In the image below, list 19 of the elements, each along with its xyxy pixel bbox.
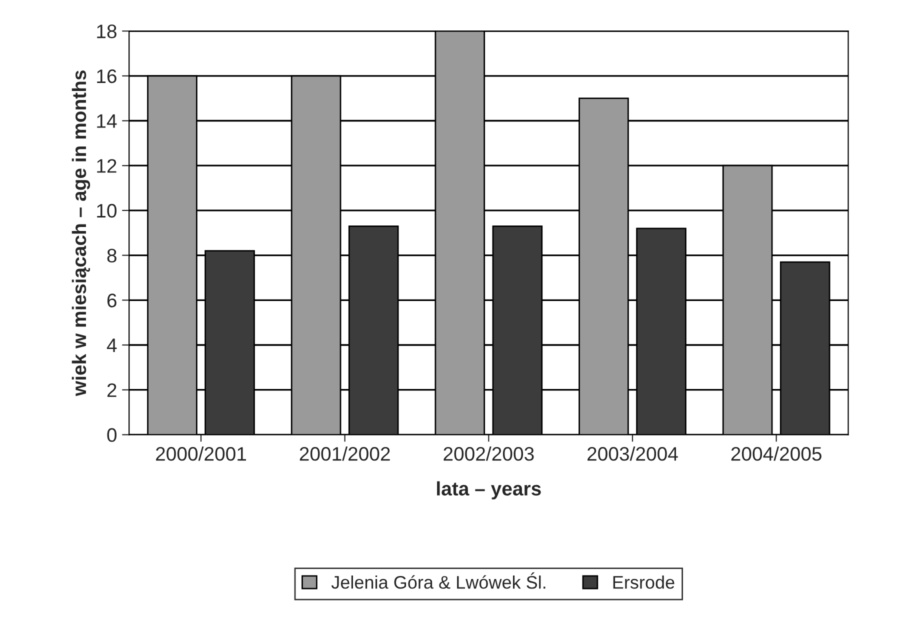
- y-tick-label: 18: [97, 24, 116, 38]
- legend-label: Jelenia Góra & Lwówek Śl.: [331, 572, 546, 589]
- y-tick-label: 8: [107, 248, 116, 263]
- x-tick-label: 2003/2004: [588, 446, 678, 461]
- x-axis-title: lata – years: [437, 481, 541, 500]
- y-tick-label: 16: [97, 69, 116, 84]
- y-tick-label: 0: [107, 428, 117, 442]
- y-tick-label: 2: [107, 383, 116, 397]
- y-tick-label: 4: [106, 338, 117, 352]
- legend-label: Ersrode: [613, 576, 674, 589]
- y-axis-title: wiek w miesiącach – age in months: [72, 70, 90, 396]
- y-tick-label: 10: [97, 204, 117, 218]
- x-tick-label: 2001/2002: [300, 446, 390, 461]
- x-tick-label: 2002/2003: [444, 446, 534, 461]
- x-tick-label: 2004/2005: [731, 446, 822, 461]
- y-tick-label: 14: [97, 114, 117, 128]
- x-tick-label: 2000/2001: [156, 446, 246, 461]
- y-tick-label: 12: [97, 159, 116, 173]
- y-tick-label: 6: [107, 294, 116, 308]
